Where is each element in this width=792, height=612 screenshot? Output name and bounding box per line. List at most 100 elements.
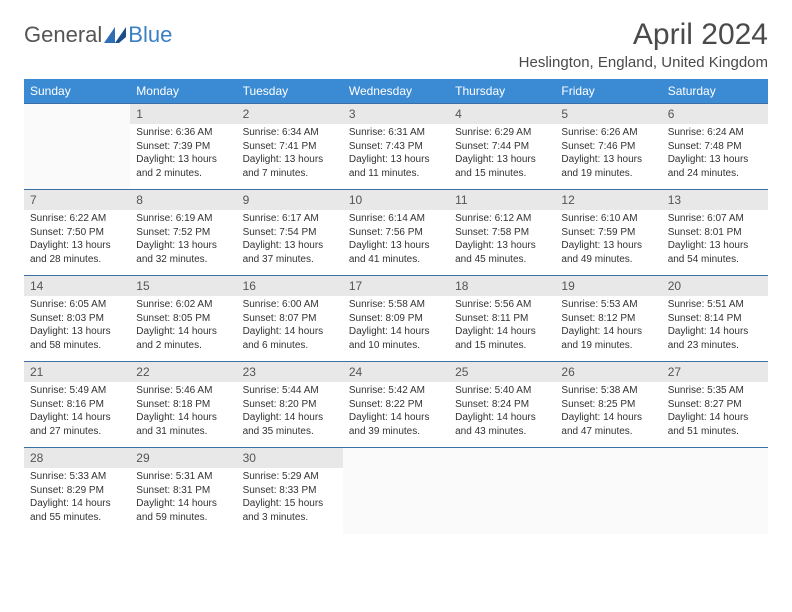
calendar-cell: 5Sunrise: 6:26 AMSunset: 7:46 PMDaylight… xyxy=(555,104,661,190)
calendar-cell: 25Sunrise: 5:40 AMSunset: 8:24 PMDayligh… xyxy=(449,362,555,448)
calendar-cell: 26Sunrise: 5:38 AMSunset: 8:25 PMDayligh… xyxy=(555,362,661,448)
dl2-text: and 28 minutes. xyxy=(30,253,124,267)
sunset-text: Sunset: 8:12 PM xyxy=(561,312,655,326)
sunset-text: Sunset: 8:18 PM xyxy=(136,398,230,412)
sunrise-text: Sunrise: 6:34 AM xyxy=(243,126,337,140)
calendar-cell: 16 Sunrise: 6:00 AMSunset: 8:07 PMDayligh… xyxy=(237,276,343,362)
day-details: Sunrise: 6:07 AMSunset: 8:01 PMDaylight:… xyxy=(662,210,768,270)
sunrise-text: Sunrise: 6:14 AM xyxy=(349,212,443,226)
sunset-text: Sunset: 8:29 PM xyxy=(30,484,124,498)
day-number: 29 xyxy=(130,448,236,468)
day-details: Sunrise: 6:17 AMSunset: 7:54 PMDaylight:… xyxy=(237,210,343,270)
dl1-text: Daylight: 13 hours xyxy=(668,153,762,167)
calendar-cell: 13Sunrise: 6:07 AMSunset: 8:01 PMDayligh… xyxy=(662,190,768,276)
sunset-text: Sunset: 8:07 PM xyxy=(243,312,337,326)
dl1-text: Daylight: 13 hours xyxy=(136,239,230,253)
sunset-text: Sunset: 8:25 PM xyxy=(561,398,655,412)
day-details: Sunrise: 5:31 AMSunset: 8:31 PMDaylight:… xyxy=(130,468,236,528)
day-number: 16 xyxy=(237,276,343,296)
sunrise-text: Sunrise: 5:46 AM xyxy=(136,384,230,398)
calendar-cell: 2Sunrise: 6:34 AMSunset: 7:41 PMDaylight… xyxy=(237,104,343,190)
dl1-text: Daylight: 14 hours xyxy=(136,411,230,425)
day-number: 15 xyxy=(130,276,236,296)
sunrise-text: Sunrise: 6:17 AM xyxy=(243,212,337,226)
dl1-text: Daylight: 14 hours xyxy=(136,497,230,511)
calendar-cell: 10Sunrise: 6:14 AMSunset: 7:56 PMDayligh… xyxy=(343,190,449,276)
calendar-cell: 29Sunrise: 5:31 AMSunset: 8:31 PMDayligh… xyxy=(130,448,236,534)
weekday-header: Monday xyxy=(130,79,236,104)
dl1-text: Daylight: 14 hours xyxy=(561,411,655,425)
calendar-cell: 27Sunrise: 5:35 AMSunset: 8:27 PMDayligh… xyxy=(662,362,768,448)
logo: General Blue xyxy=(24,22,172,48)
dl2-text: and 2 minutes. xyxy=(136,167,230,181)
sunset-text: Sunset: 8:05 PM xyxy=(136,312,230,326)
calendar-cell: 12Sunrise: 6:10 AMSunset: 7:59 PMDayligh… xyxy=(555,190,661,276)
day-number: 22 xyxy=(130,362,236,382)
day-number: 27 xyxy=(662,362,768,382)
day-details: Sunrise: 5:33 AMSunset: 8:29 PMDaylight:… xyxy=(24,468,130,528)
day-details: Sunrise: 5:56 AMSunset: 8:11 PMDaylight:… xyxy=(449,296,555,356)
dl2-text: and 19 minutes. xyxy=(561,167,655,181)
dl2-text: and 45 minutes. xyxy=(455,253,549,267)
weekday-header: Wednesday xyxy=(343,79,449,104)
sunset-text: Sunset: 7:44 PM xyxy=(455,140,549,154)
dl2-text: and 7 minutes. xyxy=(243,167,337,181)
calendar-cell: 17Sunrise: 5:58 AMSunset: 8:09 PMDayligh… xyxy=(343,276,449,362)
sunrise-text: Sunrise: 5:35 AM xyxy=(668,384,762,398)
sunrise-text: Sunrise: 6:19 AM xyxy=(136,212,230,226)
sunrise-text: Sunrise: 6:24 AM xyxy=(668,126,762,140)
day-number: 3 xyxy=(343,104,449,124)
dl2-text: and 54 minutes. xyxy=(668,253,762,267)
dl2-text: and 58 minutes. xyxy=(30,339,124,353)
sunset-text: Sunset: 8:33 PM xyxy=(243,484,337,498)
day-number: 1 xyxy=(130,104,236,124)
dl2-text: and 15 minutes. xyxy=(455,339,549,353)
sunrise-text: Sunrise: 6:36 AM xyxy=(136,126,230,140)
dl2-text: and 49 minutes. xyxy=(561,253,655,267)
sunrise-text: Sunrise: 5:40 AM xyxy=(455,384,549,398)
day-details: Sunrise: 5:51 AMSunset: 8:14 PMDaylight:… xyxy=(662,296,768,356)
calendar-cell xyxy=(24,104,130,190)
calendar-cell: 22 Sunrise: 5:46 AMSunset: 8:18 PMDayligh… xyxy=(130,362,236,448)
dl2-text: and 43 minutes. xyxy=(455,425,549,439)
dl1-text: Daylight: 13 hours xyxy=(136,153,230,167)
day-number: 10 xyxy=(343,190,449,210)
day-details: Sunrise: 6:24 AMSunset: 7:48 PMDaylight:… xyxy=(662,124,768,184)
dl2-text: and 6 minutes. xyxy=(243,339,337,353)
dl1-text: Daylight: 13 hours xyxy=(30,239,124,253)
day-number: 28 xyxy=(24,448,130,468)
sunrise-text: Sunrise: 5:31 AM xyxy=(136,470,230,484)
sunset-text: Sunset: 8:03 PM xyxy=(30,312,124,326)
calendar-cell: 28Sunrise: 5:33 AMSunset: 8:29 PMDayligh… xyxy=(24,448,130,534)
sunset-text: Sunset: 7:43 PM xyxy=(349,140,443,154)
sunset-text: Sunset: 8:09 PM xyxy=(349,312,443,326)
dl1-text: Daylight: 13 hours xyxy=(455,239,549,253)
sunrise-text: Sunrise: 5:58 AM xyxy=(349,298,443,312)
sunrise-text: Sunrise: 6:07 AM xyxy=(668,212,762,226)
dl2-text: and 3 minutes. xyxy=(243,511,337,525)
dl1-text: Daylight: 13 hours xyxy=(30,325,124,339)
day-number: 11 xyxy=(449,190,555,210)
sunrise-text: Sunrise: 6:00 AM xyxy=(243,298,337,312)
page-title: April 2024 xyxy=(519,18,768,52)
calendar-cell: 3Sunrise: 6:31 AMSunset: 7:43 PMDaylight… xyxy=(343,104,449,190)
calendar-cell: 20Sunrise: 5:51 AMSunset: 8:14 PMDayligh… xyxy=(662,276,768,362)
day-number: 13 xyxy=(662,190,768,210)
day-details: Sunrise: 6:19 AMSunset: 7:52 PMDaylight:… xyxy=(130,210,236,270)
sunset-text: Sunset: 7:50 PM xyxy=(30,226,124,240)
day-number: 5 xyxy=(555,104,661,124)
day-number: 30 xyxy=(237,448,343,468)
day-number: 19 xyxy=(555,276,661,296)
sunset-text: Sunset: 8:31 PM xyxy=(136,484,230,498)
day-number: 12 xyxy=(555,190,661,210)
sunrise-text: Sunrise: 5:56 AM xyxy=(455,298,549,312)
day-details: Sunrise: 6:02 AMSunset: 8:05 PMDaylight:… xyxy=(130,296,236,356)
dl1-text: Daylight: 14 hours xyxy=(243,325,337,339)
sunrise-text: Sunrise: 6:22 AM xyxy=(30,212,124,226)
calendar-cell: 30Sunrise: 5:29 AMSunset: 8:33 PMDayligh… xyxy=(237,448,343,534)
logo-text-1: General xyxy=(24,22,102,48)
weekday-header: Thursday xyxy=(449,79,555,104)
logo-flag-icon xyxy=(104,27,126,43)
weekday-header: Friday xyxy=(555,79,661,104)
dl1-text: Daylight: 13 hours xyxy=(668,239,762,253)
